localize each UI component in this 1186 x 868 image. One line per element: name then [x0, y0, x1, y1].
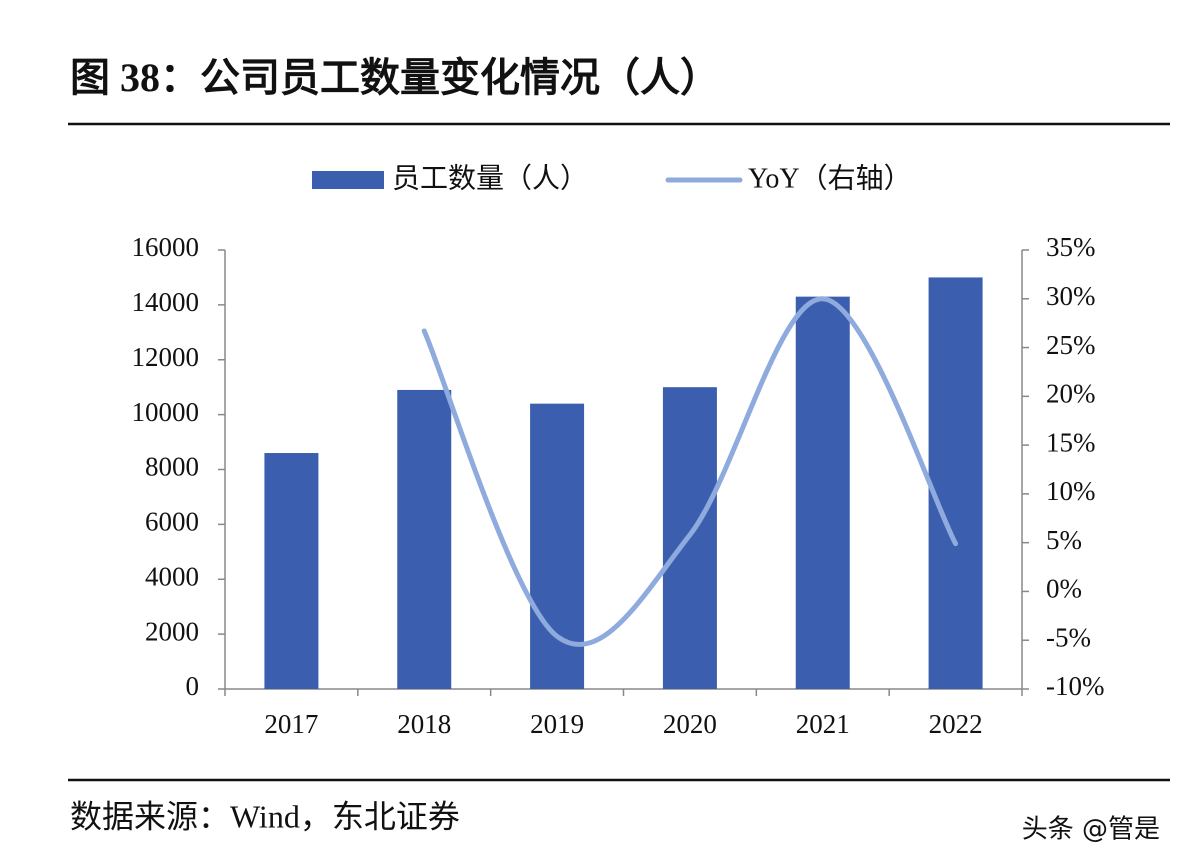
y2-tick-label: 15%	[1046, 427, 1096, 457]
x-tick-label: 2022	[929, 709, 983, 739]
source-note: 数据来源：Wind，东北证券	[70, 798, 460, 834]
y2-tick-label: -10%	[1046, 671, 1104, 701]
y2-tick-label: -5%	[1046, 622, 1091, 652]
y-tick-label: 6000	[145, 507, 199, 537]
y-tick-label: 4000	[145, 561, 199, 591]
y2-tick-label: 30%	[1046, 281, 1096, 311]
bar	[795, 296, 850, 689]
line	[421, 296, 959, 647]
y2-tick-label: 10%	[1046, 476, 1096, 506]
legend-label: YoY（右轴）	[748, 162, 912, 194]
y2-tick-label: 5%	[1046, 525, 1082, 555]
x-tick-label: 2021	[796, 709, 850, 739]
watermark: 头条 @管是	[1022, 815, 1160, 845]
legend-swatch	[312, 171, 384, 189]
bar	[530, 403, 585, 689]
y2-tick-label: 20%	[1046, 379, 1096, 409]
bar	[264, 453, 319, 689]
y2-tick-label: 35%	[1046, 232, 1096, 262]
y-tick-label: 0	[186, 671, 200, 701]
y2-tick-label: 25%	[1046, 330, 1096, 360]
x-tick-label: 2018	[397, 709, 451, 739]
bar	[928, 277, 983, 689]
y-tick-label: 16000	[132, 232, 200, 262]
y2-tick-label: 0%	[1046, 574, 1082, 604]
x-tick-label: 2020	[663, 709, 717, 739]
chart-title: 图 38：公司员工数量变化情况（人）	[70, 55, 720, 100]
bar	[397, 389, 452, 689]
legend-label: 员工数量（人）	[392, 162, 588, 194]
x-tick-label: 2019	[530, 709, 584, 739]
y-tick-label: 10000	[132, 397, 200, 427]
y-tick-label: 8000	[145, 452, 199, 482]
x-tick-label: 2017	[264, 709, 318, 739]
y-tick-label: 12000	[132, 342, 200, 372]
y-tick-label: 2000	[145, 616, 199, 646]
y-tick-label: 14000	[132, 287, 200, 317]
